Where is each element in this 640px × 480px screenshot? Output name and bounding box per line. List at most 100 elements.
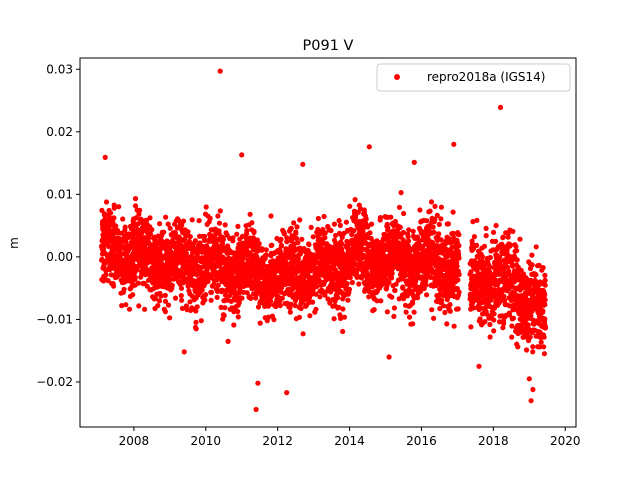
- data-point: [445, 221, 451, 227]
- data-point: [432, 216, 438, 222]
- data-point: [293, 230, 299, 236]
- data-point: [456, 232, 462, 238]
- data-point: [179, 297, 185, 303]
- data-point: [525, 322, 531, 328]
- data-point: [180, 218, 187, 224]
- data-point: [235, 308, 241, 315]
- data-point: [167, 315, 173, 321]
- data-point: [256, 241, 262, 247]
- data-point: [396, 296, 402, 302]
- data-point: [359, 275, 365, 281]
- data-point: [507, 242, 513, 248]
- data-point: [149, 227, 155, 233]
- data-point: [493, 238, 499, 244]
- data-point: [306, 242, 312, 248]
- data-point: [179, 222, 185, 228]
- data-point: [436, 231, 442, 237]
- data-point: [540, 265, 546, 271]
- data-point: [389, 270, 395, 277]
- data-point: [487, 321, 493, 328]
- data-point: [322, 230, 328, 236]
- data-point: [441, 303, 447, 309]
- data-point: [530, 386, 536, 393]
- data-point: [517, 236, 523, 242]
- data-point: [228, 298, 234, 304]
- data-point: [359, 240, 365, 247]
- data-point: [105, 278, 111, 284]
- data-point: [406, 314, 413, 320]
- data-point: [414, 295, 421, 301]
- scatter-points: [98, 68, 549, 413]
- data-point: [175, 217, 182, 223]
- data-point: [162, 309, 168, 315]
- data-point: [271, 317, 277, 323]
- data-point: [437, 306, 443, 312]
- data-point: [410, 228, 416, 234]
- data-point: [471, 234, 477, 240]
- data-point: [510, 315, 517, 321]
- data-point: [215, 213, 221, 219]
- data-point: [300, 161, 306, 167]
- data-point: [288, 301, 294, 307]
- data-point: [400, 237, 406, 243]
- data-point: [533, 272, 539, 278]
- data-point: [315, 215, 321, 222]
- data-point: [288, 225, 294, 231]
- data-point: [405, 234, 411, 240]
- data-point: [515, 344, 521, 350]
- data-point: [167, 225, 173, 231]
- data-point: [217, 208, 223, 214]
- data-point: [431, 229, 437, 235]
- data-point: [235, 314, 241, 320]
- data-point: [366, 144, 372, 150]
- data-point: [496, 319, 503, 325]
- data-point: [514, 248, 520, 254]
- data-point: [332, 232, 339, 239]
- data-point: [438, 204, 444, 210]
- data-point: [196, 218, 202, 224]
- data-point: [310, 234, 316, 240]
- data-point: [541, 351, 548, 357]
- data-point: [455, 277, 461, 283]
- data-point: [456, 289, 462, 295]
- data-point: [253, 406, 259, 413]
- data-point: [477, 316, 483, 322]
- data-point: [291, 220, 297, 226]
- data-point: [335, 295, 341, 301]
- data-point: [284, 239, 290, 245]
- data-point: [321, 213, 327, 220]
- data-point: [400, 229, 406, 236]
- data-point: [513, 243, 519, 249]
- data-point: [456, 271, 462, 278]
- data-point: [248, 252, 254, 258]
- data-point: [447, 302, 453, 308]
- y-tick-label: 0.00: [46, 250, 73, 264]
- legend-marker: [394, 74, 400, 80]
- data-point: [111, 205, 117, 211]
- data-point: [510, 228, 516, 234]
- data-point: [203, 292, 209, 298]
- data-point: [428, 199, 435, 205]
- data-point: [248, 295, 254, 301]
- data-point: [165, 302, 172, 308]
- y-tick-label: −0.02: [36, 375, 73, 389]
- data-point: [245, 243, 251, 249]
- data-point: [142, 306, 148, 312]
- data-point: [363, 216, 369, 222]
- data-point: [132, 203, 139, 209]
- data-point: [391, 313, 397, 319]
- data-point: [209, 289, 215, 295]
- data-point: [438, 216, 444, 222]
- data-point: [161, 229, 167, 235]
- data-point: [263, 252, 269, 258]
- data-point: [172, 295, 179, 301]
- data-point: [103, 199, 110, 205]
- x-tick-label: 2016: [406, 434, 437, 448]
- data-point: [542, 292, 548, 298]
- data-point: [479, 254, 485, 260]
- data-point: [352, 197, 358, 203]
- x-tick-label: 2010: [191, 434, 222, 448]
- data-point: [389, 275, 395, 281]
- chart-title: P091 V: [303, 38, 354, 54]
- data-point: [338, 315, 344, 321]
